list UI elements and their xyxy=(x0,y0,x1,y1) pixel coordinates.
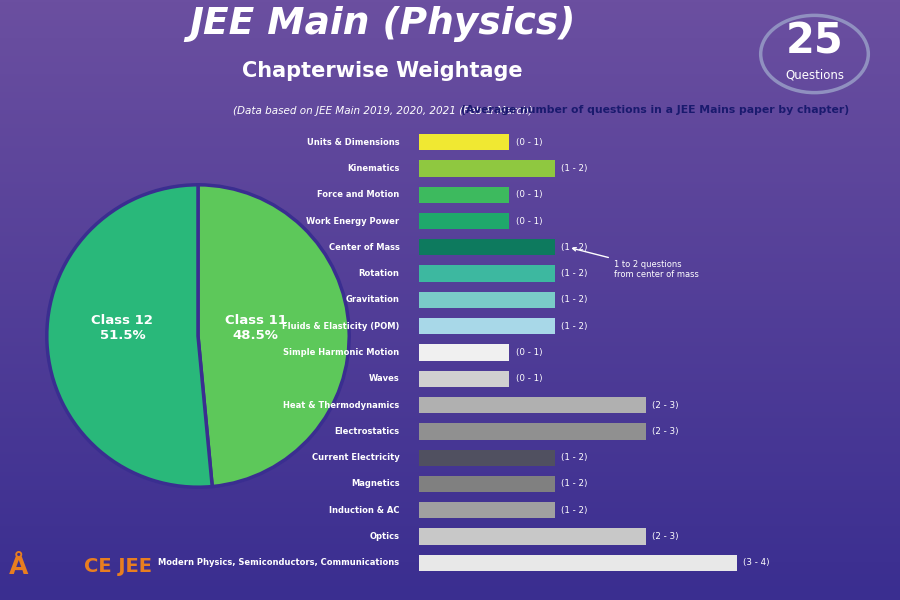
Text: Kinematics: Kinematics xyxy=(347,164,400,173)
Text: (2 - 3): (2 - 3) xyxy=(652,532,679,541)
Bar xyxy=(418,239,554,256)
Text: Class 12
51.5%: Class 12 51.5% xyxy=(92,314,153,343)
Wedge shape xyxy=(47,185,212,487)
Bar xyxy=(418,502,554,518)
Text: Magnetics: Magnetics xyxy=(351,479,400,488)
Bar xyxy=(418,265,554,282)
Text: (1 - 2): (1 - 2) xyxy=(562,506,588,515)
Text: Simple Harmonic Motion: Simple Harmonic Motion xyxy=(284,348,400,357)
Text: Induction & AC: Induction & AC xyxy=(329,506,400,515)
Text: (1 - 2): (1 - 2) xyxy=(562,453,588,462)
Text: CE JEE: CE JEE xyxy=(84,557,152,577)
Bar xyxy=(418,476,554,492)
Bar xyxy=(418,449,554,466)
Text: Electrostatics: Electrostatics xyxy=(335,427,400,436)
Bar xyxy=(418,213,509,229)
Bar xyxy=(418,160,554,176)
Text: (0 - 1): (0 - 1) xyxy=(516,217,543,226)
Text: Fluids & Elasticity (POM): Fluids & Elasticity (POM) xyxy=(283,322,400,331)
Text: (0 - 1): (0 - 1) xyxy=(516,190,543,199)
Text: 25: 25 xyxy=(786,20,843,62)
Text: (1 - 2): (1 - 2) xyxy=(562,322,588,331)
Bar xyxy=(418,292,554,308)
Bar xyxy=(418,134,509,150)
Text: (1 - 2): (1 - 2) xyxy=(562,243,588,252)
Bar xyxy=(418,423,645,440)
Text: (1 - 2): (1 - 2) xyxy=(562,479,588,488)
Wedge shape xyxy=(198,185,349,487)
Text: Force and Motion: Force and Motion xyxy=(318,190,400,199)
Bar xyxy=(418,318,554,334)
Text: (0 - 1): (0 - 1) xyxy=(516,374,543,383)
Bar xyxy=(418,529,645,545)
Text: Å: Å xyxy=(9,555,29,579)
Bar xyxy=(418,397,645,413)
Bar xyxy=(418,371,509,387)
Text: Current Electricity: Current Electricity xyxy=(312,453,400,462)
Text: Waves: Waves xyxy=(369,374,400,383)
Text: Optics: Optics xyxy=(370,532,400,541)
Text: (2 - 3): (2 - 3) xyxy=(652,427,679,436)
Text: Questions: Questions xyxy=(785,68,844,82)
Text: (0 - 1): (0 - 1) xyxy=(516,137,543,146)
Text: (Average number of questions in a JEE Mains paper by chapter): (Average number of questions in a JEE Ma… xyxy=(461,105,849,115)
Text: Class 11
48.5%: Class 11 48.5% xyxy=(224,314,286,343)
Text: JEE Main (Physics): JEE Main (Physics) xyxy=(189,6,576,42)
Text: (1 - 2): (1 - 2) xyxy=(562,295,588,304)
Text: (3 - 4): (3 - 4) xyxy=(742,559,770,568)
Text: (2 - 3): (2 - 3) xyxy=(652,401,679,410)
Bar xyxy=(418,555,736,571)
Text: Modern Physics, Semiconductors, Communications: Modern Physics, Semiconductors, Communic… xyxy=(158,559,400,568)
Bar xyxy=(418,187,509,203)
Text: Heat & Thermodynamics: Heat & Thermodynamics xyxy=(284,401,400,410)
Text: 1 to 2 questions
from center of mass: 1 to 2 questions from center of mass xyxy=(572,248,698,280)
Text: Units & Dimensions: Units & Dimensions xyxy=(307,137,400,146)
Text: (0 - 1): (0 - 1) xyxy=(516,348,543,357)
Text: Chapterwise Weightage: Chapterwise Weightage xyxy=(242,61,523,81)
Text: (1 - 2): (1 - 2) xyxy=(562,269,588,278)
Bar xyxy=(418,344,509,361)
Text: Work Energy Power: Work Energy Power xyxy=(307,217,400,226)
Text: (1 - 2): (1 - 2) xyxy=(562,164,588,173)
Text: (Data based on JEE Main 2019, 2020, 2021 (Feb & March): (Data based on JEE Main 2019, 2020, 2021… xyxy=(232,106,533,116)
Text: Rotation: Rotation xyxy=(359,269,400,278)
Text: Center of Mass: Center of Mass xyxy=(328,243,400,252)
Text: Gravitation: Gravitation xyxy=(346,295,400,304)
